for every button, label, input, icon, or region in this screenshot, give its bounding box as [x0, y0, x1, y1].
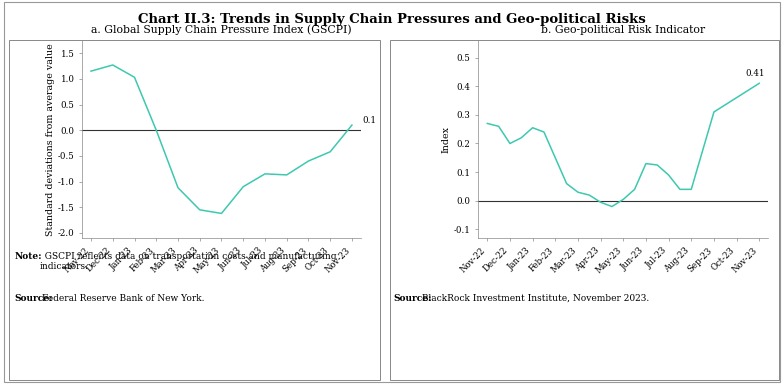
Y-axis label: Standard deviations from average value: Standard deviations from average value	[46, 43, 55, 235]
Y-axis label: Index: Index	[442, 126, 451, 153]
Text: 0.41: 0.41	[746, 69, 765, 78]
Text: 0.1: 0.1	[363, 116, 377, 124]
Text: Source:: Source:	[394, 294, 432, 303]
Title: a. Global Supply Chain Pressure Index (GSCPI): a. Global Supply Chain Pressure Index (G…	[91, 25, 352, 35]
Text: BlackRock Investment Institute, November 2023.: BlackRock Investment Institute, November…	[419, 294, 649, 303]
Text: GSCPI reflects data on transportation costs and manufacturing
indicators.: GSCPI reflects data on transportation co…	[39, 252, 336, 271]
Text: Federal Reserve Bank of New York.: Federal Reserve Bank of New York.	[39, 294, 205, 303]
Text: Chart II.3: Trends in Supply Chain Pressures and Geo-political Risks: Chart II.3: Trends in Supply Chain Press…	[138, 13, 646, 26]
Text: Note:: Note:	[14, 252, 42, 260]
Title: b. Geo-political Risk Indicator: b. Geo-political Risk Indicator	[541, 25, 706, 35]
Text: Source:: Source:	[14, 294, 53, 303]
